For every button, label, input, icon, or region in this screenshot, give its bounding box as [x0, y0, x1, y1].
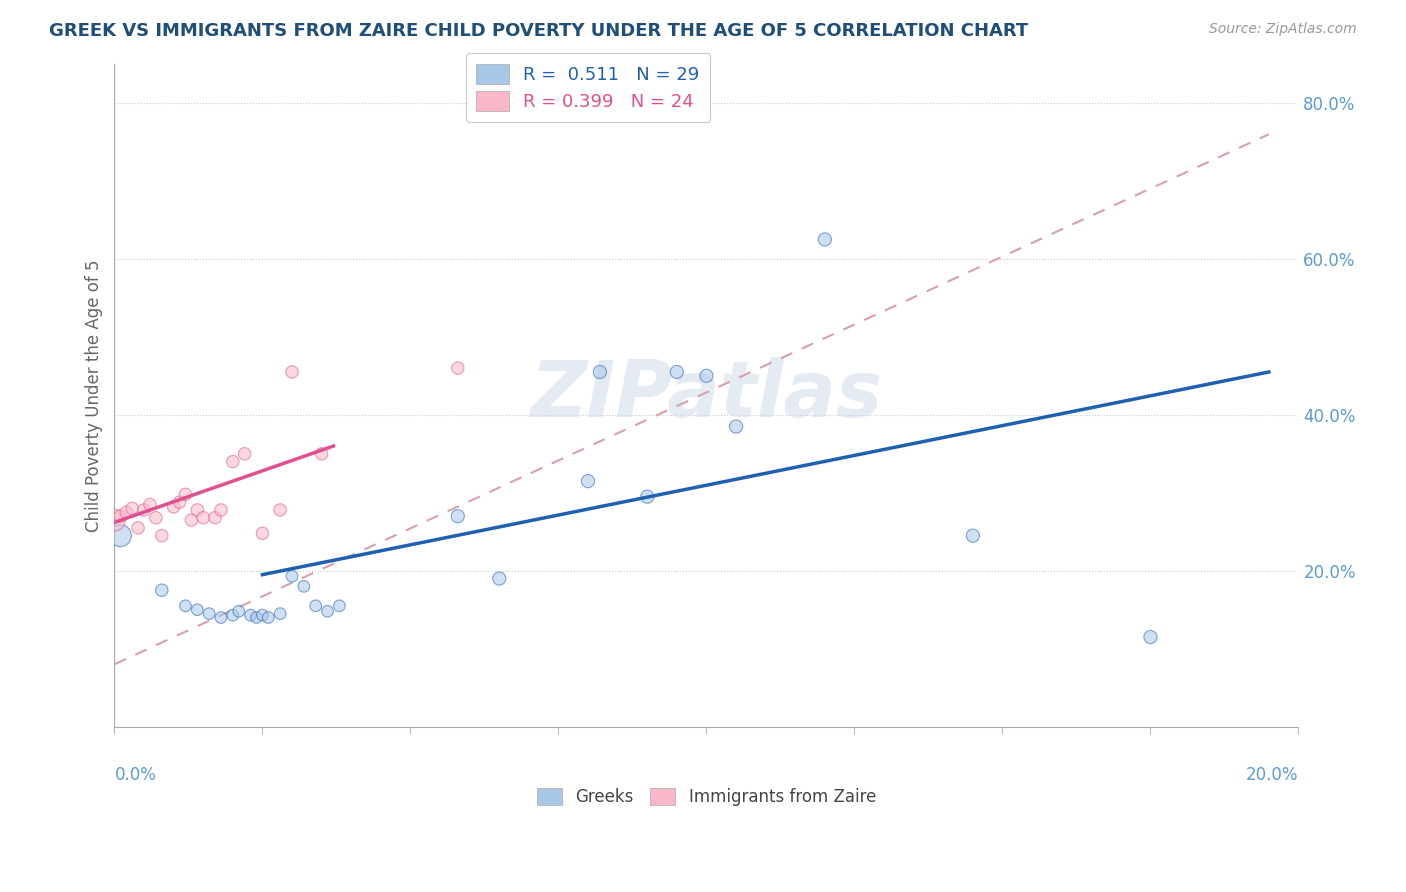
Point: [311, 447, 333, 461]
Point: [447, 361, 470, 376]
Point: [193, 510, 215, 524]
Point: [169, 495, 191, 509]
Point: [174, 487, 197, 501]
Point: [121, 501, 143, 516]
Point: [257, 610, 280, 624]
Point: [204, 510, 226, 524]
Point: [636, 490, 658, 504]
Point: [186, 503, 208, 517]
Point: [281, 365, 304, 379]
Point: [110, 509, 132, 524]
Point: [305, 599, 328, 613]
Point: [150, 529, 173, 543]
Point: [814, 232, 837, 246]
Point: [127, 521, 149, 535]
Point: [198, 607, 221, 621]
Legend: Greeks, Immigrants from Zaire: Greeks, Immigrants from Zaire: [530, 781, 883, 813]
Y-axis label: Child Poverty Under the Age of 5: Child Poverty Under the Age of 5: [86, 259, 103, 532]
Text: 20.0%: 20.0%: [1246, 766, 1299, 784]
Point: [174, 599, 197, 613]
Point: [209, 503, 232, 517]
Point: [180, 513, 202, 527]
Point: [222, 608, 245, 623]
Point: [222, 455, 245, 469]
Text: ZIPatlas: ZIPatlas: [530, 358, 883, 434]
Point: [139, 498, 162, 512]
Point: [292, 579, 315, 593]
Point: [115, 505, 138, 519]
Point: [233, 447, 256, 461]
Point: [103, 513, 125, 527]
Point: [269, 607, 291, 621]
Point: [281, 569, 304, 583]
Point: [252, 526, 274, 541]
Point: [145, 510, 167, 524]
Point: [447, 509, 470, 524]
Point: [576, 474, 599, 488]
Text: GREEK VS IMMIGRANTS FROM ZAIRE CHILD POVERTY UNDER THE AGE OF 5 CORRELATION CHAR: GREEK VS IMMIGRANTS FROM ZAIRE CHILD POV…: [49, 22, 1028, 40]
Point: [150, 583, 173, 598]
Point: [162, 500, 184, 514]
Point: [132, 503, 155, 517]
Point: [209, 610, 232, 624]
Text: Source: ZipAtlas.com: Source: ZipAtlas.com: [1209, 22, 1357, 37]
Point: [695, 368, 717, 383]
Point: [962, 529, 984, 543]
Point: [239, 608, 262, 623]
Point: [228, 604, 250, 618]
Point: [110, 529, 132, 543]
Point: [186, 603, 208, 617]
Point: [252, 608, 274, 623]
Point: [269, 503, 291, 517]
Point: [665, 365, 688, 379]
Point: [316, 604, 339, 618]
Point: [589, 365, 612, 379]
Point: [725, 419, 748, 434]
Point: [328, 599, 350, 613]
Text: 0.0%: 0.0%: [114, 766, 156, 784]
Point: [1139, 630, 1161, 644]
Point: [488, 572, 510, 586]
Point: [245, 610, 267, 624]
